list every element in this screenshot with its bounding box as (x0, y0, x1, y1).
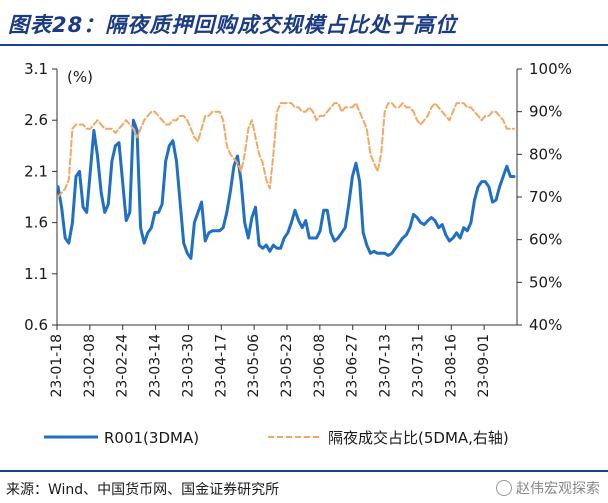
x-tick-label: 23-03-14 (148, 334, 164, 398)
x-tick-label: 23-09-01 (476, 334, 492, 398)
y-left-tick-label: 1.6 (24, 214, 48, 232)
wechat-icon (496, 480, 512, 496)
y-left-tick-label: 3.1 (24, 60, 48, 78)
title-bar: 图表28：隔夜质押回购成交规模占比处于高位 (0, 0, 608, 46)
y-right-tick-label: 100% (529, 60, 572, 78)
y-right-tick-label: 70% (529, 188, 562, 206)
chart-title: 图表28：隔夜质押回购成交规模占比处于高位 (8, 13, 458, 37)
watermark: 赵伟宏观探索 (496, 478, 600, 498)
x-tick-label: 23-06-08 (312, 334, 328, 398)
legend-label-overnight-share: 隔夜成交占比(5DMA,右轴) (328, 429, 509, 447)
x-tick-label: 23-07-31 (410, 334, 426, 398)
y-left-tick-label: 1.1 (24, 265, 48, 283)
series-line-overnight-share (57, 102, 515, 198)
y-left-tick-label: 2.1 (24, 162, 48, 180)
line-chart: 0.6 1.1 1.6 2.1 2.6 3.1 (%) 40% 50% 60% 70% 80% 90% 1… (24, 60, 572, 447)
y-right-tick-label: 80% (529, 145, 562, 163)
y-left-unit: (%) (67, 68, 93, 86)
x-tick-label: 23-02-24 (115, 334, 131, 398)
x-tick-label: 23-06-27 (345, 334, 361, 398)
legend-label-r001: R001(3DMA) (104, 429, 199, 447)
y-right-tick-label: 50% (529, 273, 562, 291)
y-left-tick-label: 0.6 (24, 316, 48, 334)
x-tick-label: 23-03-30 (180, 334, 196, 398)
x-tick-label: 23-01-18 (49, 334, 65, 398)
y-left-tick-label: 2.6 (24, 111, 48, 129)
x-tick-label: 23-07-13 (378, 334, 394, 398)
x-tick-label: 23-02-08 (82, 334, 98, 398)
y-right-tick-label: 40% (529, 316, 562, 334)
y-right-tick-label: 60% (529, 231, 562, 249)
x-tick-label: 23-05-23 (279, 334, 295, 398)
y-right-tick-label: 90% (529, 103, 562, 121)
x-tick-label: 23-08-16 (443, 334, 459, 398)
source-bar: 来源：Wind、中国货币网、国金证券研究所 赵伟宏观探索 (0, 470, 608, 503)
series-line-r001 (56, 118, 516, 260)
source-text: 来源：Wind、中国货币网、国金证券研究所 (6, 482, 280, 498)
x-tick-label: 23-04-17 (213, 334, 229, 398)
x-tick-label: 23-05-06 (246, 334, 262, 398)
watermark-text: 赵伟宏观探索 (516, 481, 600, 497)
